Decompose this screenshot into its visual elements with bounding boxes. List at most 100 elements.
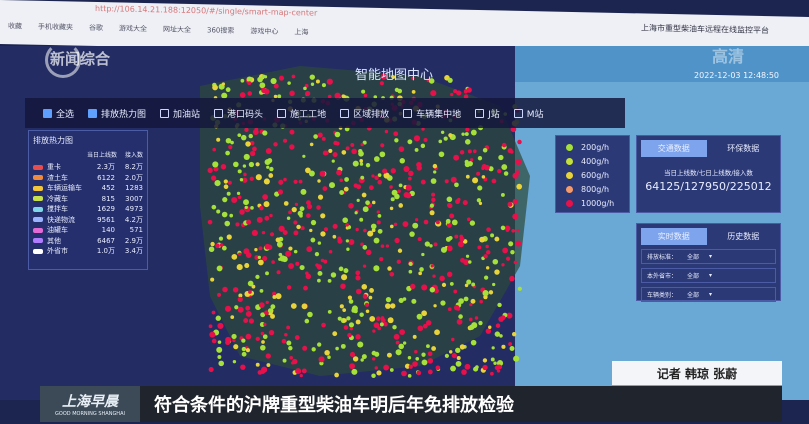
heat-point (249, 140, 255, 146)
heat-point (497, 364, 501, 369)
heat-point (455, 360, 462, 367)
heat-point (305, 273, 312, 280)
checkbox-icon[interactable] (277, 108, 287, 118)
heat-point (313, 134, 318, 139)
checkbox-icon[interactable] (403, 108, 413, 118)
heat-point (434, 329, 440, 336)
layer-vehicle-hub[interactable]: 车辆集中地 (403, 107, 461, 120)
heat-point (450, 365, 456, 372)
favorite-item[interactable]: 360搜索 (207, 26, 235, 35)
layer-gas-station[interactable]: 加油站 (160, 107, 200, 120)
heat-point (359, 312, 364, 317)
layer-label: 区域排放 (353, 109, 390, 120)
checkbox-icon[interactable] (475, 108, 485, 118)
favorite-item[interactable]: 上海 (294, 28, 309, 37)
checkbox-icon[interactable] (340, 108, 350, 118)
heat-point (259, 322, 265, 327)
tab-traffic-data[interactable]: 交通数据 (641, 140, 707, 157)
heat-point (383, 364, 390, 371)
tab-env-data[interactable]: 环保数据 (727, 144, 760, 153)
heat-point (297, 210, 303, 216)
heat-point (494, 331, 501, 337)
heat-point (438, 151, 445, 158)
heat-point (374, 175, 379, 181)
checkbox-icon[interactable] (160, 108, 170, 118)
heat-point (515, 240, 522, 247)
tab-realtime[interactable]: 实时数据 (641, 228, 707, 245)
heat-point (418, 271, 422, 276)
heat-point (501, 164, 508, 171)
filter-vehicle-type[interactable]: 车辆类别： 全部 ▾ (641, 287, 776, 302)
heat-point (373, 265, 380, 272)
heat-point (288, 263, 294, 269)
heat-point (348, 322, 355, 328)
heat-point (459, 344, 466, 350)
favorite-item[interactable]: 谷歌 (89, 23, 103, 33)
favorite-item[interactable]: 收藏 (8, 22, 22, 31)
heat-point (311, 347, 316, 352)
layer-emission-heatmap[interactable]: 排放热力图 (88, 107, 146, 120)
heat-point (358, 150, 364, 157)
heat-point (335, 346, 339, 351)
heat-point (510, 150, 514, 154)
heat-point (228, 145, 233, 150)
layer-m-station[interactable]: M站 (513, 107, 544, 120)
heat-point (430, 178, 437, 184)
heat-point (299, 373, 303, 378)
tab-history[interactable]: 历史数据 (727, 232, 760, 241)
heat-point (511, 228, 516, 233)
filter-value: 全部 (687, 254, 700, 261)
heat-point (368, 295, 373, 300)
heat-point (440, 300, 446, 306)
filter-emission-standard[interactable]: 排放标准： 全部 ▾ (641, 249, 776, 264)
heat-point (417, 325, 424, 332)
heat-point (265, 300, 269, 304)
layer-construction[interactable]: 施工工地 (277, 107, 326, 120)
heat-point (414, 349, 418, 354)
heat-point (367, 230, 374, 237)
heat-point (272, 294, 277, 299)
heat-point (355, 275, 361, 281)
heat-point (389, 206, 394, 211)
layer-area-emission[interactable]: 区域排放 (340, 107, 389, 120)
heat-point (331, 159, 335, 163)
heat-point (432, 274, 436, 278)
legend-item: 200g/h (566, 140, 619, 154)
heat-point (263, 322, 267, 327)
checkbox-icon[interactable] (214, 108, 224, 118)
heat-point (496, 369, 501, 373)
heat-point (329, 182, 336, 189)
heat-point (346, 316, 351, 321)
checkbox-icon[interactable] (88, 108, 98, 118)
heat-point (377, 228, 383, 234)
heat-point (290, 303, 297, 309)
heat-point (398, 203, 404, 208)
heat-point (267, 158, 273, 164)
filter-province[interactable]: 本外省市： 全部 ▾ (641, 268, 776, 283)
heat-point (264, 243, 271, 250)
heat-point (497, 302, 502, 308)
legend-label: 600g/h (581, 170, 610, 180)
checkbox-icon[interactable] (513, 108, 523, 118)
favorite-item[interactable]: 手机收藏夹 (38, 22, 73, 32)
heat-point (482, 358, 488, 363)
heat-point (464, 363, 471, 370)
heat-point (376, 210, 380, 214)
layer-j-station[interactable]: J站 (475, 107, 500, 120)
layer-select-all[interactable]: 全选 (43, 107, 74, 120)
favorite-item[interactable]: 游戏中心 (250, 27, 279, 36)
heat-point (320, 258, 325, 263)
favorite-item[interactable]: 网址大全 (163, 25, 191, 35)
heat-point (339, 178, 343, 183)
heat-point (441, 282, 447, 287)
heat-point (397, 189, 401, 194)
heat-point (286, 285, 292, 290)
heat-point (507, 201, 513, 207)
heat-point (222, 197, 228, 203)
address-bar[interactable]: http://106.14.21.188:12050/#/single/smar… (95, 3, 318, 18)
heat-point (232, 359, 237, 364)
checkbox-icon[interactable] (43, 108, 52, 118)
heat-point (305, 271, 309, 276)
favorite-item[interactable]: 游戏大全 (119, 24, 147, 34)
layer-port[interactable]: 港口码头 (214, 107, 263, 120)
